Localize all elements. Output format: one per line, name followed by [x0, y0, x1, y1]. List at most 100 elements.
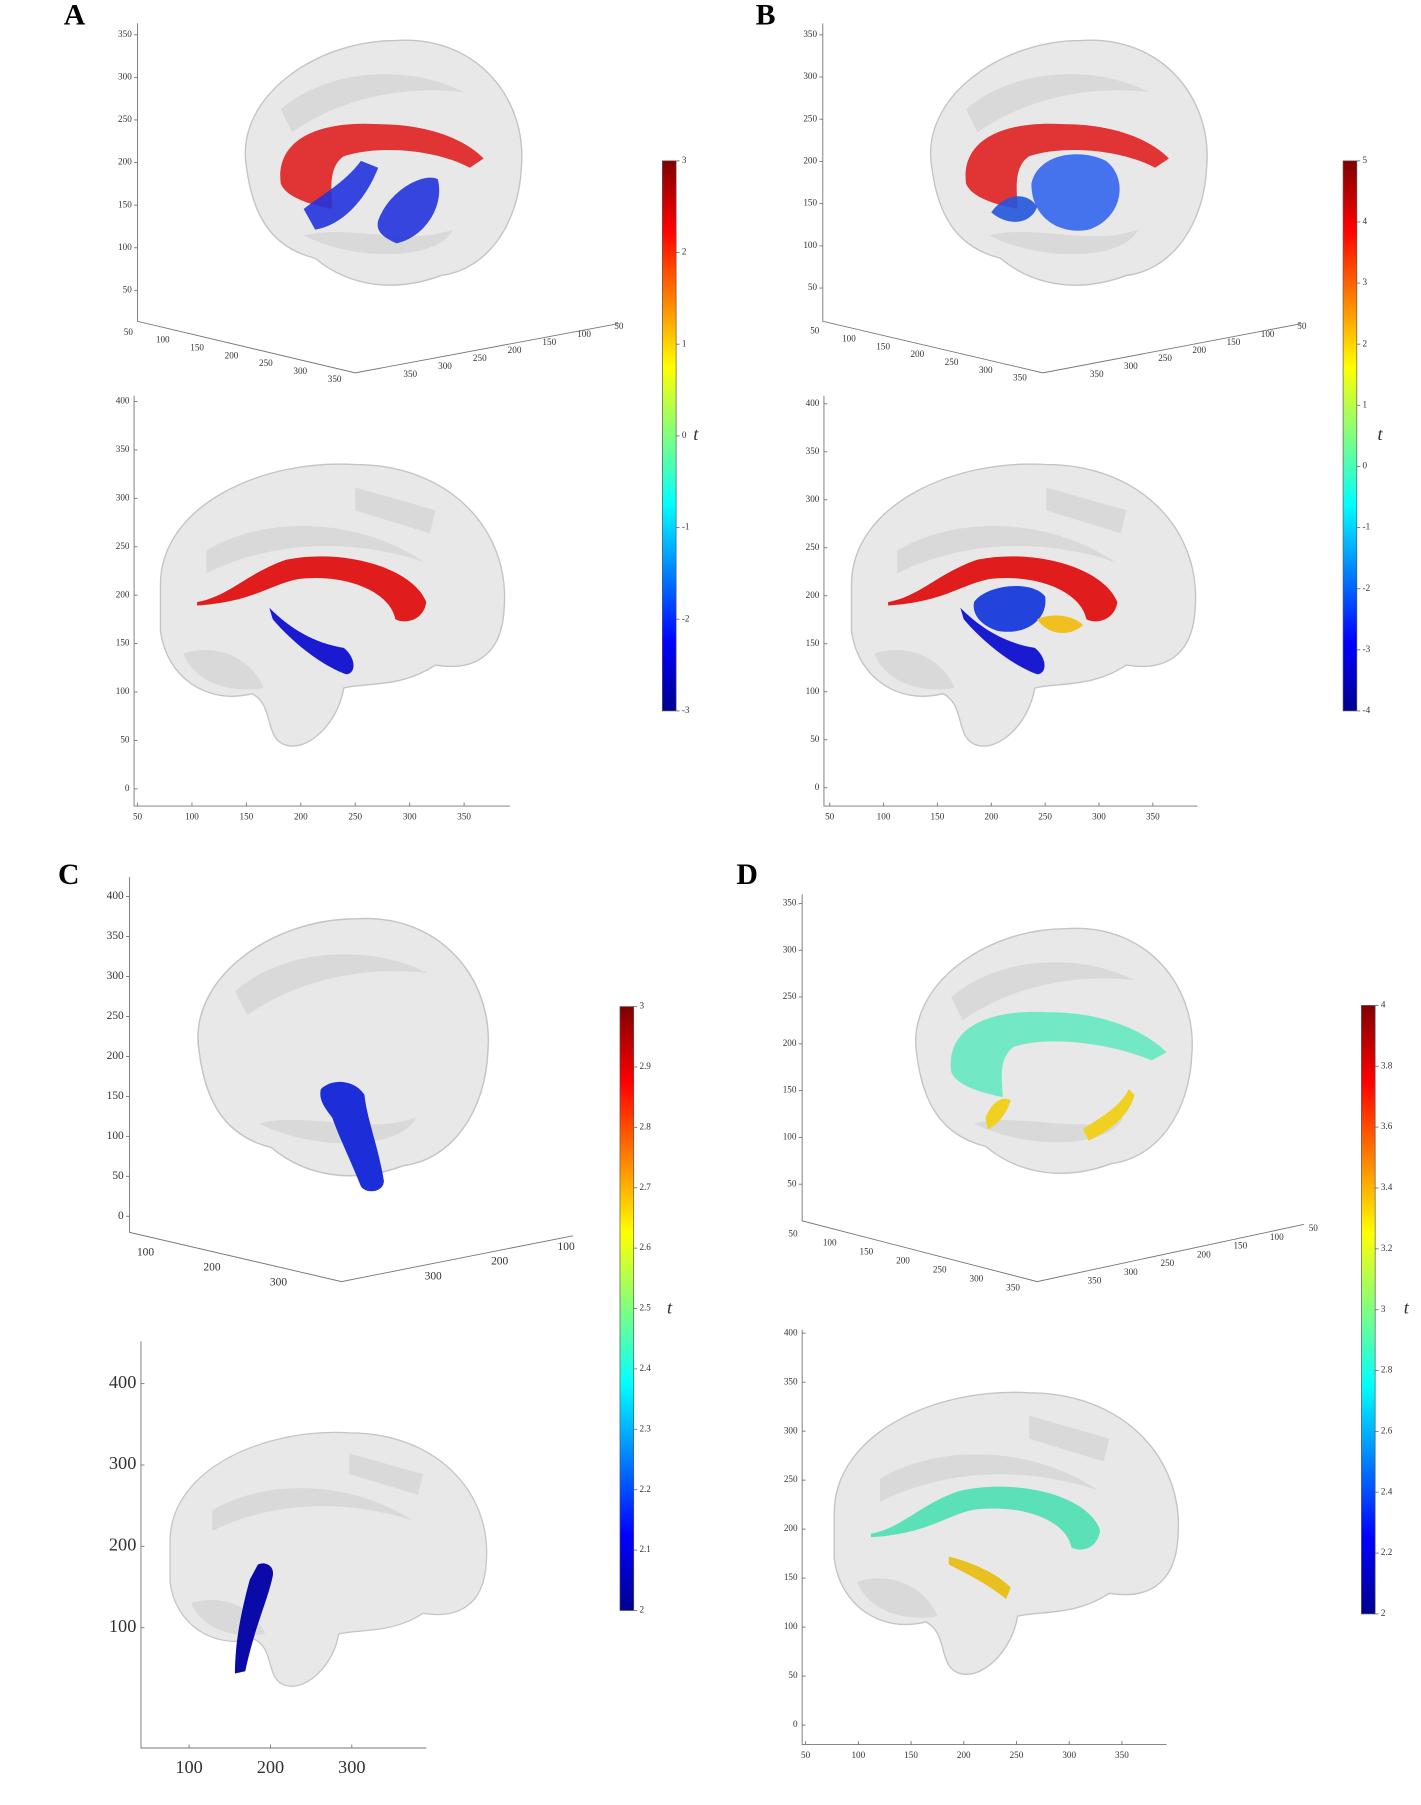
x-tick-label: 200: [984, 812, 998, 822]
x-tick-label: 300: [1062, 1750, 1076, 1760]
colorbar-tick-label: 4: [1381, 1000, 1386, 1010]
y-tick-label: 100: [784, 1621, 798, 1631]
panel-label: C: [58, 858, 80, 891]
axis-tick-label: 350: [1013, 373, 1027, 383]
y-tick-label: 350: [784, 1376, 798, 1386]
colorbar-tick-label: 2: [639, 1605, 644, 1615]
z-tick-label: 150: [118, 199, 132, 209]
colorbar-tick-label: 2.9: [639, 1061, 651, 1071]
y-tick-label: 300: [784, 1425, 798, 1435]
x-tick-label: 100: [851, 1750, 865, 1760]
x-tick-label: 250: [1038, 812, 1052, 822]
colorbar-label: t: [693, 424, 699, 444]
axis-tick-label: 200: [896, 1256, 910, 1266]
x-tick-label: 200: [294, 812, 308, 822]
z-tick-label: 50: [808, 282, 818, 292]
axis-tick-label: 50: [124, 327, 134, 337]
axis-line: [822, 23, 1302, 374]
z-tick-label: 250: [107, 1010, 124, 1022]
z-tick-label: 50: [787, 1178, 797, 1188]
axis-tick-label: 150: [876, 341, 890, 351]
z-tick-label: 250: [803, 113, 817, 123]
y-tick-label: 100: [806, 686, 820, 696]
z-tick-label: 300: [118, 71, 132, 81]
x-tick-label: 100: [175, 1757, 203, 1777]
x-tick-label: 100: [185, 812, 199, 822]
y-tick-label: 200: [116, 589, 130, 599]
colorbar-label: t: [1377, 424, 1383, 444]
panel-a-render: [159, 39, 523, 747]
panel-label: B: [756, 0, 776, 31]
axis-tick-label: 300: [270, 1276, 287, 1288]
colorbar-label: t: [667, 1297, 673, 1317]
y-tick-label: 250: [116, 541, 130, 551]
colorbar-tick-label: 3: [639, 1001, 644, 1011]
x-tick-label: 300: [403, 812, 417, 822]
colorbar-tick-label: 2: [682, 247, 687, 257]
axis-tick-label: 50: [614, 321, 624, 331]
y-tick-label: 400: [116, 396, 130, 406]
axis-tick-label: 250: [473, 353, 487, 363]
colorbar-tick-label: 3.6: [1381, 1121, 1393, 1131]
z-tick-label: 150: [783, 1085, 797, 1095]
x-tick-label: 200: [257, 1757, 285, 1777]
colorbar-tick-label: 2.5: [639, 1303, 651, 1313]
x-tick-label: 250: [1010, 1750, 1024, 1760]
x-tick-label: 250: [348, 812, 362, 822]
z-tick-label: 50: [112, 1170, 124, 1182]
axis-tick-label: 300: [438, 361, 452, 371]
panel-c-render: [169, 917, 490, 1687]
axis-tick-label: 100: [1270, 1232, 1284, 1242]
z-tick-label: 300: [803, 71, 817, 81]
y-tick-label: 200: [806, 590, 820, 600]
colorbar-tick-label: -3: [1363, 644, 1371, 654]
y-tick-label: 400: [109, 1372, 137, 1392]
axis-tick-label: 250: [933, 1265, 947, 1275]
colorbar: [1342, 160, 1358, 712]
axis-tick-label: 250: [1158, 353, 1172, 363]
axis-tick-label: 200: [910, 349, 924, 359]
axis-tick-label: 150: [542, 337, 556, 347]
axis-tick-label: 200: [491, 1256, 508, 1268]
colorbar-tick-label: -1: [1363, 522, 1371, 532]
axis-line: [801, 1329, 1167, 1746]
axis-line: [140, 1341, 427, 1749]
z-tick-label: 100: [783, 1132, 797, 1142]
y-tick-label: 200: [109, 1535, 137, 1555]
axis-tick-label: 50: [810, 326, 820, 336]
z-tick-label: 300: [783, 944, 797, 954]
colorbar-tick-label: 2.4: [639, 1363, 651, 1373]
y-tick-label: 400: [784, 1327, 798, 1337]
y-tick-label: 50: [810, 734, 820, 744]
y-tick-label: 0: [793, 1719, 798, 1729]
axis-tick-label: 200: [203, 1261, 220, 1273]
y-tick-label: 200: [784, 1523, 798, 1533]
x-tick-label: 100: [877, 812, 891, 822]
axis-tick-label: 300: [979, 365, 993, 375]
colorbar-tick-label: -2: [682, 613, 690, 623]
z-tick-label: 0: [118, 1210, 124, 1222]
colorbar-tick-label: 2: [1363, 338, 1368, 348]
colorbar-tick-label: 0: [682, 430, 687, 440]
y-tick-label: 400: [806, 398, 820, 408]
panel-b-render: [850, 39, 1208, 747]
y-tick-label: 150: [784, 1572, 798, 1582]
axes-layer: A350300250200150100505010015020025030035…: [58, 0, 1410, 1777]
colorbar-tick-label: 2.2: [639, 1484, 651, 1494]
panel-label: A: [64, 0, 86, 31]
colorbar-tick-label: 0: [1363, 461, 1368, 471]
colorbar-tick-label: -3: [682, 705, 690, 715]
x-tick-label: 200: [957, 1750, 971, 1760]
axis-tick-label: 300: [1124, 1267, 1138, 1277]
colorbar-tick-label: 2.8: [1381, 1365, 1393, 1375]
axis-line: [137, 23, 619, 374]
axis-tick-label: 200: [1197, 1249, 1211, 1259]
colorbar-label: t: [1404, 1297, 1410, 1317]
y-tick-label: 50: [120, 735, 130, 745]
axis-tick-label: 200: [508, 345, 522, 355]
colorbar-tick-label: 5: [1363, 155, 1368, 165]
axis-tick-label: 350: [403, 369, 417, 379]
colorbar-tick-label: -1: [682, 522, 690, 532]
colorbar-tick-label: 1: [1363, 399, 1368, 409]
